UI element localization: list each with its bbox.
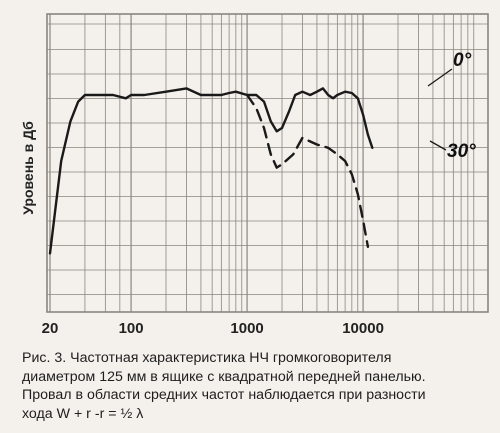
caption-line-3: Провал в области средних частот наблюдае… (22, 387, 426, 403)
series-label-30deg-leader (429, 140, 447, 151)
x-tick-label: 20 (42, 320, 59, 337)
caption-line-1: Рис. 3. Частотная характеристика НЧ гром… (22, 350, 392, 366)
series-line-0deg (48, 87, 374, 255)
x-tick-label: 100 (119, 320, 144, 337)
x-tick-label: 10000 (342, 320, 384, 337)
frequency-response-chart: 0° 30° 20 100 1000 10000 Уровень в Дб (20, 13, 489, 337)
x-tick-label: 1000 (230, 320, 263, 337)
series-label-0deg: 0° (453, 50, 472, 71)
caption-line-4: хода W + r -r = ½ λ (22, 405, 144, 422)
series-label-0deg-leader (427, 68, 453, 87)
chart-labels: 0° 30° 20 100 1000 10000 Уровень в Дб (20, 50, 476, 337)
series-label-30deg: 30° (447, 141, 476, 162)
caption-line-2: диаметром 125 мм в ящике с квадратной пе… (22, 368, 426, 385)
chart-grid (46, 13, 489, 313)
plot-frame (46, 13, 489, 313)
y-axis-label: Уровень в Дб (20, 121, 36, 215)
figure-caption: Рис. 3. Частотная характеристика НЧ гром… (22, 349, 494, 423)
series-line-30deg (245, 93, 370, 248)
chart-curves (48, 87, 374, 255)
